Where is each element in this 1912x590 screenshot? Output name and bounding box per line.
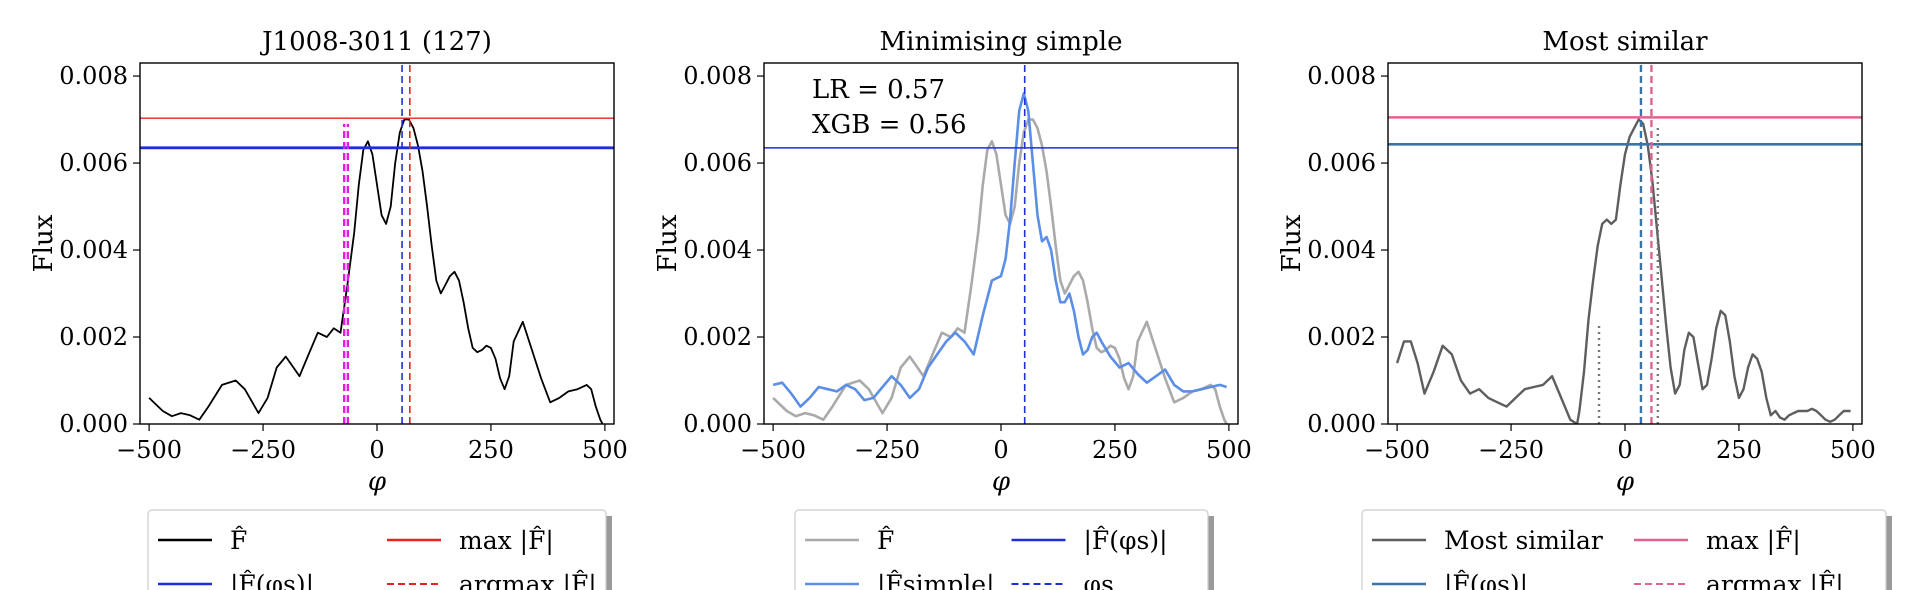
y-tick-label: 0.006	[683, 149, 752, 177]
y-axis-label: Flux	[1277, 214, 1307, 272]
y-tick-label: 0.004	[683, 236, 752, 264]
x-axis-label: φ	[992, 467, 1011, 497]
subplot-middle: −500 −250 0 250 500 0.000 0.002 0.004 0.006 0.008…	[653, 27, 1252, 590]
x-tick-label: −500	[740, 436, 806, 464]
plot-area	[1388, 63, 1862, 424]
series-line-most-similar	[1395, 118, 1851, 424]
legend-label: argmax |F̂|	[1706, 570, 1844, 590]
subplot-left: −500 −250 0 250 500 0.000 0.002 0.004 0.006 0.008…	[29, 27, 628, 590]
legend-label: φs	[1084, 570, 1114, 590]
y-tick-label: 0.004	[1307, 236, 1376, 264]
legend-box	[794, 509, 1209, 590]
y-axis-label: Flux	[29, 214, 59, 272]
y-tick-label: 0.000	[683, 410, 752, 438]
y-axis-label: Flux	[653, 214, 683, 272]
x-tick-label: 0	[369, 436, 384, 464]
y-tick-label: 0.008	[59, 62, 128, 90]
y-tick-label: 0.008	[1307, 62, 1376, 90]
annotation-text: XGB = 0.56	[812, 110, 967, 140]
legend-label: F̂	[230, 526, 247, 555]
y-tick-label: 0.002	[1307, 323, 1376, 351]
x-axis-label: φ	[368, 467, 387, 497]
x-tick-label: 500	[582, 436, 628, 464]
legend-box	[147, 509, 607, 590]
plot-area	[140, 63, 614, 424]
y-tick-label: 0.000	[59, 410, 128, 438]
legend-label: max |F̂|	[1706, 526, 1801, 556]
x-tick-label: 0	[993, 436, 1008, 464]
chart-title: Minimising simple	[880, 27, 1123, 57]
legend: F̂ max |F̂| |F̂(φs)| argmax |F̂|	[147, 509, 612, 590]
x-tick-label: 250	[1716, 436, 1762, 464]
legend-box	[1361, 509, 1887, 590]
y-tick-label: 0.000	[1307, 410, 1376, 438]
annotation-text: LR = 0.57	[812, 75, 945, 105]
legend-label: |F̂(φs)|	[230, 570, 314, 590]
x-tick-label: −500	[116, 436, 182, 464]
x-tick-label: −250	[230, 436, 296, 464]
series-line-f-	[148, 118, 604, 424]
x-tick-label: 0	[1617, 436, 1632, 464]
legend-label: |F̂simple|	[877, 570, 995, 590]
legend-label: F̂	[877, 526, 894, 555]
chart-title: J1008-3011 (127)	[259, 27, 492, 57]
legend: Most similar max |F̂| |F̂(φs)| argmax |F̂|	[1361, 509, 1892, 590]
y-tick-label: 0.004	[59, 236, 128, 264]
series-line--f-simple-	[772, 92, 1227, 408]
legend-label: |F̂(φs)|	[1084, 526, 1168, 556]
legend-label: max |F̂|	[459, 526, 554, 556]
x-tick-label: 250	[1092, 436, 1138, 464]
legend-label: |F̂(φs)|	[1444, 570, 1528, 590]
series-line-f-	[772, 118, 1228, 424]
x-tick-label: −250	[854, 436, 920, 464]
x-tick-label: 250	[468, 436, 514, 464]
legend: F̂ |F̂(φs)| |F̂simple| φs	[794, 509, 1214, 590]
y-tick-label: 0.008	[683, 62, 752, 90]
y-tick-label: 0.002	[59, 323, 128, 351]
legend-label: Most similar	[1444, 526, 1603, 555]
x-tick-label: 500	[1206, 436, 1252, 464]
y-tick-label: 0.006	[59, 149, 128, 177]
y-tick-label: 0.006	[1307, 149, 1376, 177]
subplot-right: −500 −250 0 250 500 0.000 0.002 0.004 0.006 0.008…	[1277, 27, 1892, 590]
axes-frame	[139, 62, 615, 425]
x-tick-label: −500	[1364, 436, 1430, 464]
x-axis-label: φ	[1616, 467, 1635, 497]
x-tick-label: 500	[1830, 436, 1876, 464]
legend-label: argmax |F̂|	[459, 570, 597, 590]
x-tick-label: −250	[1478, 436, 1544, 464]
chart-title: Most similar	[1542, 27, 1708, 57]
plot-area	[764, 63, 1238, 424]
y-tick-label: 0.002	[683, 323, 752, 351]
